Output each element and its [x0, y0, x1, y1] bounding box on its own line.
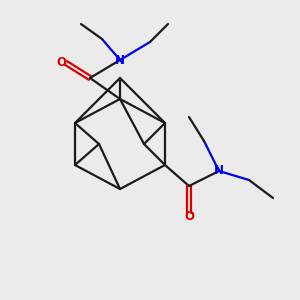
Text: N: N	[214, 164, 224, 178]
Text: N: N	[115, 53, 125, 67]
Text: O: O	[56, 56, 67, 70]
Text: O: O	[184, 209, 194, 223]
